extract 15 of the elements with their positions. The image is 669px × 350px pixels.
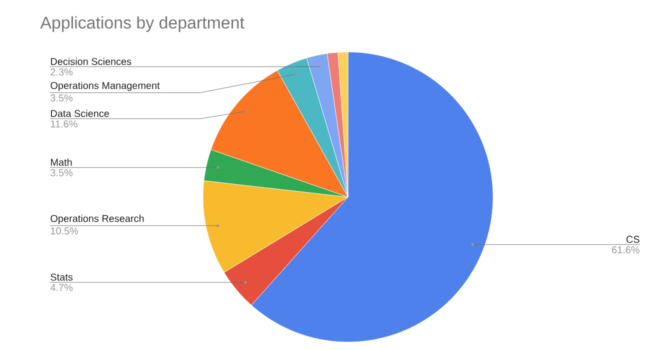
slice-label: Data Science	[51, 110, 109, 118]
data-label: 3.5%	[50, 169, 73, 176]
data-label: 61.6%	[612, 246, 640, 254]
slice-label: CS	[626, 236, 640, 243]
data-label: 11.6%	[50, 120, 78, 128]
data-label: 4.7%	[50, 284, 73, 292]
slice-label: Math	[51, 158, 72, 166]
data-label: 2.3%	[50, 68, 73, 76]
data-label: 10.5%	[50, 227, 78, 234]
slice-label: Operations Research	[50, 214, 144, 224]
slice-label: Decision Sciences	[51, 58, 132, 66]
data-label: 3.5%	[50, 94, 73, 102]
slice-label: Operations Management	[50, 82, 160, 92]
chart-title: Applications by department	[40, 16, 244, 32]
slice-label: Stats	[50, 274, 73, 281]
